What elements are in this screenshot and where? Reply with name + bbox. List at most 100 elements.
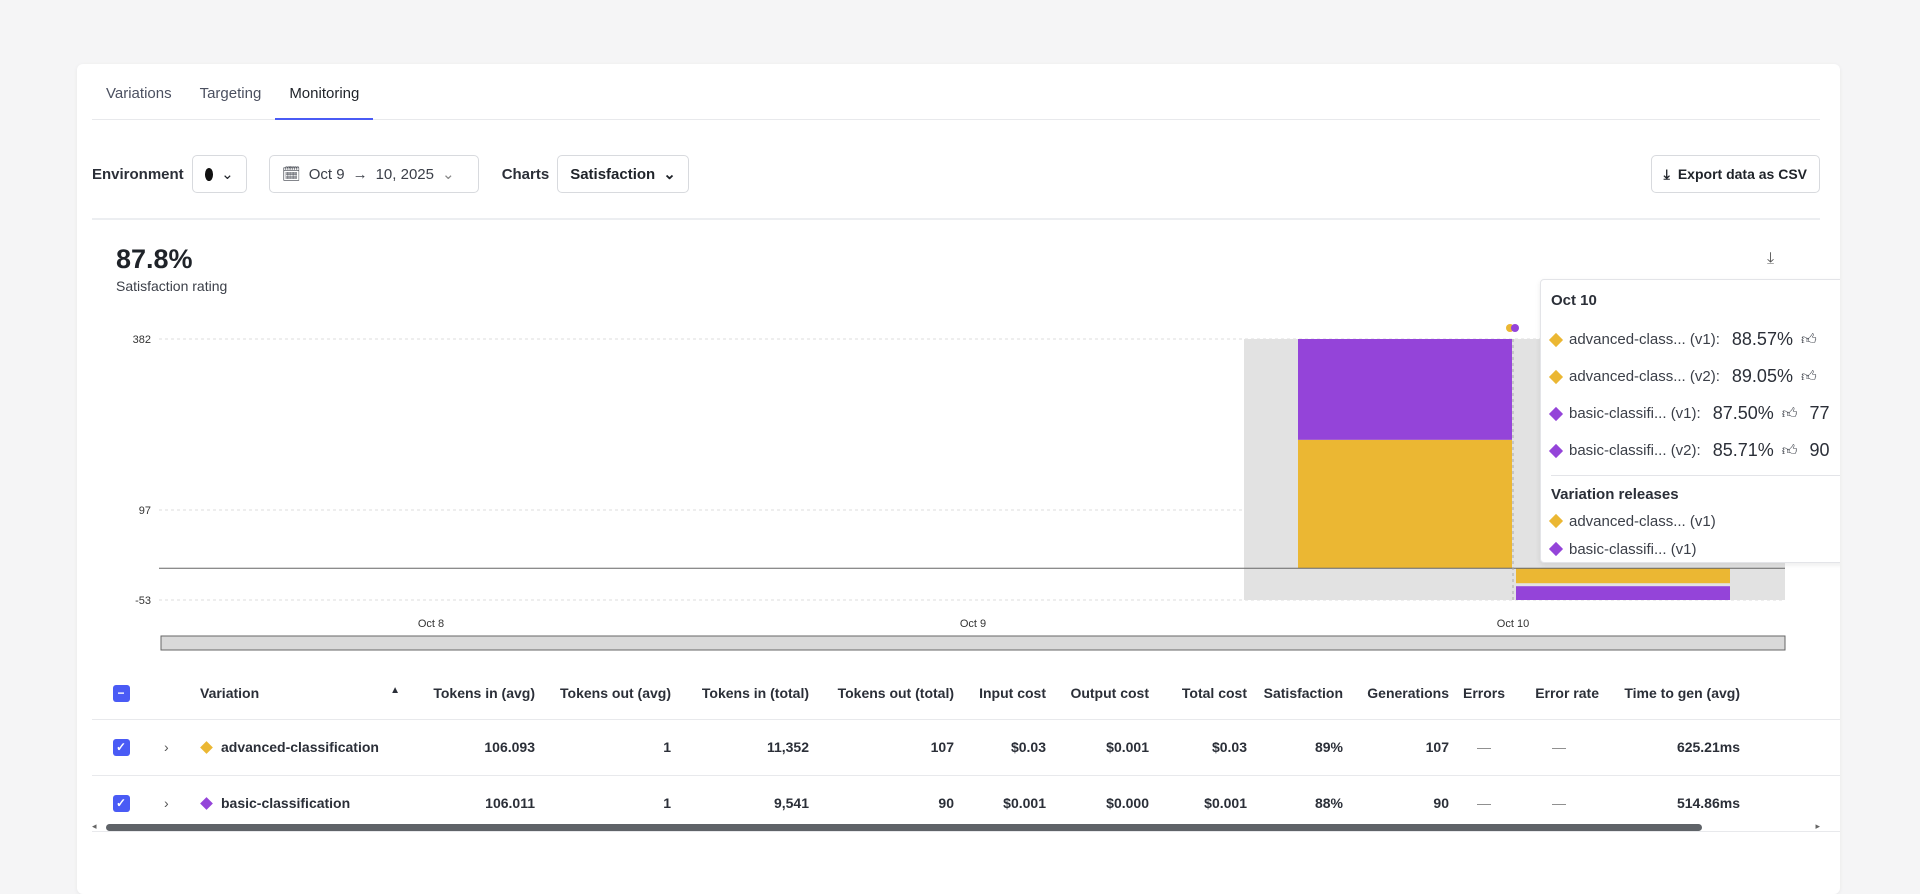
bar-advanced-negative	[1516, 568, 1730, 584]
diamond-icon	[200, 797, 213, 810]
thumbs-up-icon: 👍︎	[1800, 367, 1817, 385]
column-header[interactable]: Errors	[1453, 668, 1515, 720]
tab-targeting[interactable]: Targeting	[199, 85, 262, 102]
release-label: basic-classifi... (v1)	[1569, 540, 1697, 558]
arrow-icon: →	[352, 165, 368, 183]
table-cell: 106.011	[410, 775, 539, 832]
tooltip-row-label: advanced-class... (v2):	[1569, 368, 1720, 385]
release-row: basic-classifi... (v1)	[1548, 535, 1840, 562]
table-cell: 625.21ms	[1603, 719, 1744, 776]
tab-monitoring[interactable]: Monitoring	[275, 64, 374, 120]
variations-table: − Variation ▲ Tokens in (avg) Tokens out (av…	[92, 668, 1840, 832]
divider	[92, 218, 1820, 220]
release-label: advanced-class... (v1)	[1569, 512, 1716, 530]
table-cell: 88%	[1251, 775, 1347, 832]
tooltip-row-value: 85.71%	[1712, 440, 1774, 460]
export-csv-button[interactable]: ⤓ Export data as CSV	[1650, 155, 1820, 193]
column-header[interactable]: Input cost	[958, 668, 1050, 720]
chart-download-icon[interactable]: ⤓	[1767, 250, 1775, 267]
monitoring-card: Variations Targeting Monitoring Environm…	[77, 64, 1840, 894]
tooltip-row: advanced-class... (v1): 88.57% 👍︎	[1548, 321, 1840, 358]
releases-title: Variation releases	[1551, 486, 1679, 503]
column-header[interactable]: Tokens out (avg)	[539, 668, 675, 720]
variation-name-cell: advanced-classification	[198, 719, 410, 776]
variation-name: basic-classification	[221, 795, 351, 811]
table-cell: —	[1453, 775, 1515, 832]
charts-label: Charts	[501, 165, 550, 183]
table-cell: 1	[539, 719, 675, 776]
sort-asc-icon[interactable]: ▲	[390, 685, 400, 697]
diamond-icon	[1548, 369, 1564, 384]
diamond-icon	[1548, 443, 1564, 458]
column-header-variation[interactable]: Variation ▲	[198, 668, 410, 720]
chevron-down-icon: ⌄	[441, 166, 455, 183]
expand-chevron-icon[interactable]: ›	[150, 775, 198, 832]
table-cell: 514.86ms	[1603, 775, 1744, 832]
x-tick-label: Oct 10	[1497, 618, 1529, 630]
charts-value: Satisfaction	[570, 165, 656, 183]
table-cell: $0.001	[958, 775, 1050, 832]
tooltip-row-count: 77	[1809, 403, 1830, 423]
table-cell: 11,352	[675, 719, 813, 776]
tooltip-row-value: 87.50%	[1712, 403, 1774, 423]
table-cell: $0.000	[1050, 775, 1153, 832]
download-icon: ⤓	[1663, 165, 1670, 182]
scrollbar-thumb[interactable]	[106, 824, 1702, 831]
expand-chevron-icon[interactable]: ›	[150, 719, 198, 776]
bar-basic-positive	[1298, 339, 1512, 440]
x-tick-label: Oct 8	[418, 618, 444, 630]
y-tick-label: 97	[139, 505, 151, 517]
bar-advanced-positive	[1298, 439, 1512, 569]
column-header[interactable]: Generations	[1347, 668, 1453, 720]
table-cell: 1	[539, 775, 675, 832]
date-range-picker[interactable]: 🗓 Oct 9 → 10, 2025 ⌄	[268, 155, 479, 193]
table-cell: $0.03	[958, 719, 1050, 776]
toolbar: Environment ⌄ 🗓 Oct 9 → 10, 2025 ⌄ Charts Sa…	[92, 155, 1820, 193]
table-cell: $0.03	[1153, 719, 1251, 776]
table-cell	[1744, 775, 1840, 832]
tooltip-title: Oct 10	[1551, 292, 1597, 309]
row-checkbox[interactable]: ✓	[92, 719, 150, 776]
scroll-left-icon[interactable]: ◂	[92, 821, 97, 831]
thumbs-up-icon: 👍︎	[1781, 404, 1798, 422]
date-from: Oct 9	[308, 165, 345, 183]
column-header[interactable]: Time to	[1744, 668, 1840, 720]
tooltip-row-label: advanced-class... (v1):	[1569, 331, 1720, 348]
thumbs-up-icon: 👍︎	[1781, 441, 1798, 459]
tooltip-row-value: 88.57%	[1731, 329, 1793, 349]
diamond-icon	[1548, 406, 1564, 421]
tab-variations[interactable]: Variations	[106, 85, 172, 102]
tooltip-row-count: 90	[1809, 440, 1830, 460]
scroll-right-icon[interactable]: ▸	[1815, 821, 1820, 831]
table-header: − Variation ▲ Tokens in (avg) Tokens out (av…	[92, 668, 1840, 720]
tooltip-row-value: 89.05%	[1731, 366, 1793, 386]
environment-select[interactable]: ⌄	[191, 155, 247, 193]
column-header[interactable]: Output cost	[1050, 668, 1153, 720]
horizontal-scrollbar[interactable]: ◂ ▸	[92, 821, 1820, 833]
column-header[interactable]: Satisfaction	[1251, 668, 1347, 720]
tooltip-divider	[1551, 475, 1840, 476]
row-checkbox[interactable]: ✓	[92, 775, 150, 832]
column-header[interactable]: Total cost	[1153, 668, 1251, 720]
diamond-icon	[1548, 513, 1564, 529]
column-header[interactable]: Tokens in (total)	[675, 668, 813, 720]
table-cell	[1744, 719, 1840, 776]
variation-name-cell: basic-classification	[198, 775, 410, 832]
chevron-down-icon: ⌄	[221, 166, 234, 183]
table-row[interactable]: ✓ › advanced-classification 106.093 1 11,352 1…	[92, 719, 1840, 776]
select-all-checkbox[interactable]: −	[92, 668, 150, 720]
table-cell: 106.093	[410, 719, 539, 776]
table-cell: 89%	[1251, 719, 1347, 776]
charts-select[interactable]: Satisfaction ⌄	[557, 155, 689, 193]
satisfaction-value: 87.8%	[116, 244, 193, 274]
tooltip-row: basic-classifi... (v2): 85.71% 👍︎ 90	[1548, 432, 1840, 469]
column-header[interactable]: Error rate	[1515, 668, 1603, 720]
tooltip-row-label: basic-classifi... (v2):	[1569, 442, 1701, 459]
table-cell: —	[1453, 719, 1515, 776]
table-row[interactable]: ✓ › basic-classification 106.011 1 9,541 90 $0.…	[92, 775, 1840, 832]
column-header[interactable]: Time to gen (avg)	[1603, 668, 1744, 720]
tooltip-row: advanced-class... (v2): 89.05% 👍︎	[1548, 358, 1840, 395]
column-header[interactable]: Tokens in (avg)	[410, 668, 539, 720]
column-header[interactable]: Tokens out (total)	[813, 668, 958, 720]
range-slider	[160, 635, 1786, 651]
